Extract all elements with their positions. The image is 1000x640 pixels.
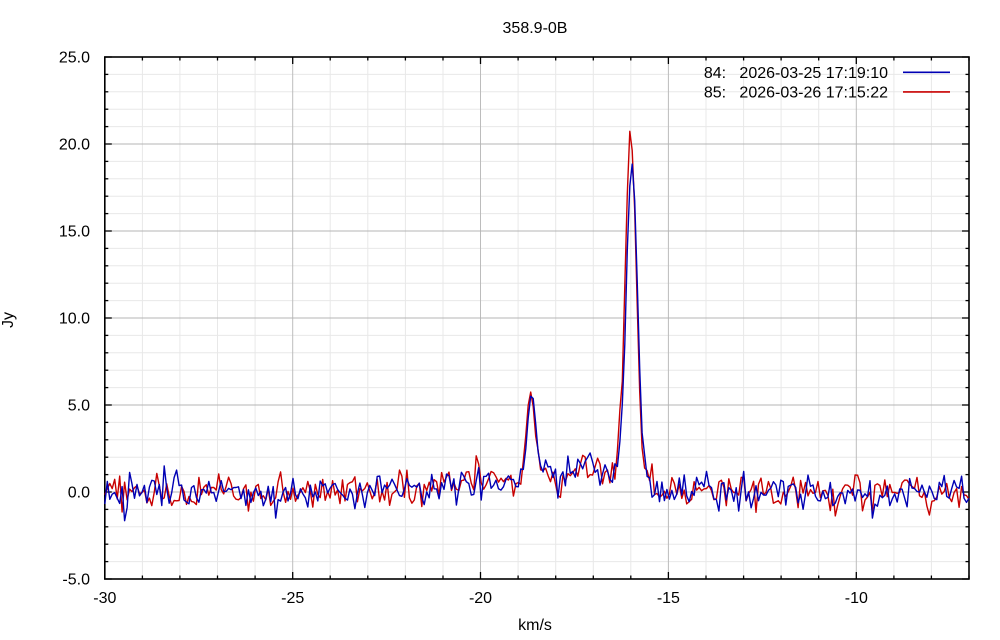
svg-text:25.0: 25.0 [59,50,90,67]
svg-text:-10: -10 [845,590,868,607]
svg-text:20.0: 20.0 [59,137,90,154]
svg-text:10.0: 10.0 [59,311,90,328]
svg-text:-15: -15 [657,590,680,607]
svg-text:km/s: km/s [518,617,552,634]
svg-text:-20: -20 [469,590,492,607]
svg-text:85: 2026-03-26 17:15:22: 85: 2026-03-26 17:15:22 [704,85,888,102]
svg-text:358.9-0B: 358.9-0B [503,20,568,37]
svg-text:15.0: 15.0 [59,224,90,241]
svg-text:5.0: 5.0 [68,398,90,415]
svg-text:-25: -25 [281,590,304,607]
svg-text:84: 2026-03-25 17:19:10: 84: 2026-03-25 17:19:10 [704,65,888,82]
svg-text:-30: -30 [93,590,116,607]
svg-text:0.0: 0.0 [68,485,90,502]
svg-text:-5.0: -5.0 [62,572,90,589]
svg-text:Jy: Jy [0,312,17,328]
